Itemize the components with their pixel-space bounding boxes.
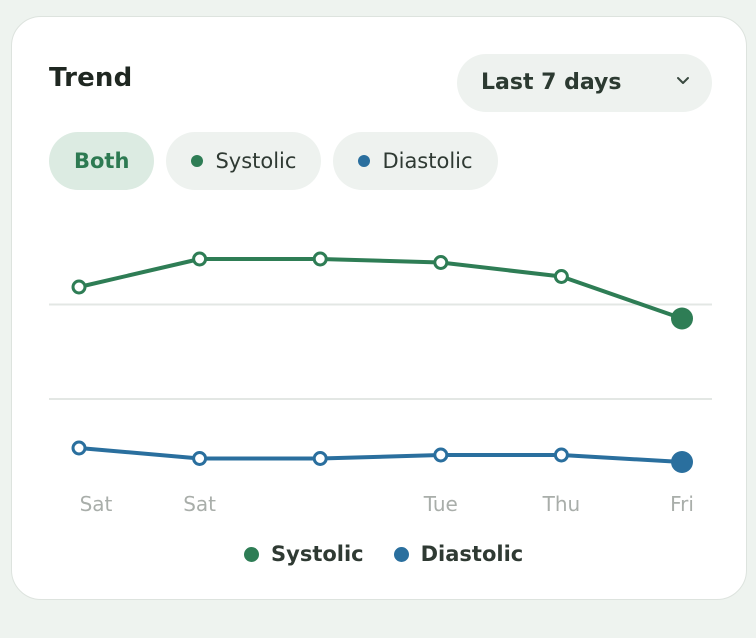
diastolic-data-point[interactable]	[71, 440, 87, 456]
systolic-series-line	[77, 257, 684, 321]
diastolic-data-point[interactable]	[433, 447, 449, 463]
systolic-data-point[interactable]	[71, 279, 87, 295]
diastolic-legend-dot-icon	[393, 546, 409, 562]
diastolic-data-point[interactable]	[671, 451, 693, 473]
systolic-data-point[interactable]	[553, 269, 569, 284]
series-filter-chips: Both Systolic Diastolic	[49, 132, 498, 190]
legend-item-diastolic: Diastolic	[393, 542, 524, 566]
x-tick-label: Sat	[80, 492, 113, 516]
diastolic-data-point[interactable]	[192, 451, 208, 466]
filter-chip-label: Both	[74, 149, 130, 173]
date-range-label: Last 7 days	[481, 70, 622, 95]
chevron-down-icon	[677, 77, 689, 84]
trend-line-chart: Sat Sat Tue Thu Fri	[49, 251, 712, 516]
trend-card: Trend Last 7 days Both Systolic Diastoli…	[11, 16, 747, 600]
chart-legend: Systolic Diastolic	[244, 542, 523, 566]
diastolic-dot-icon	[358, 155, 371, 167]
diastolic-series-line	[77, 446, 684, 464]
systolic-legend-dot-icon	[244, 546, 259, 562]
systolic-data-point[interactable]	[312, 251, 328, 267]
systolic-data-point[interactable]	[671, 307, 693, 330]
x-tick-label: Thu	[542, 492, 581, 516]
date-range-select[interactable]: Last 7 days	[457, 54, 712, 112]
filter-chip-both[interactable]: Both	[49, 132, 155, 190]
filter-chip-label: Diastolic	[382, 149, 473, 173]
legend-label: Systolic	[271, 542, 364, 566]
systolic-dot-icon	[191, 155, 204, 167]
systolic-data-point[interactable]	[192, 251, 208, 267]
x-tick-label: Fri	[670, 492, 694, 516]
filter-chip-diastolic[interactable]: Diastolic	[333, 132, 498, 190]
card-title: Trend	[49, 63, 133, 93]
x-tick-label: Tue	[423, 492, 458, 516]
filter-chip-label: Systolic	[215, 149, 297, 173]
diastolic-data-point[interactable]	[553, 447, 569, 463]
x-tick-label: Sat	[183, 492, 216, 516]
legend-item-systolic: Systolic	[244, 542, 364, 566]
filter-chip-systolic[interactable]: Systolic	[166, 132, 322, 190]
systolic-data-point[interactable]	[433, 255, 449, 270]
diastolic-data-point[interactable]	[312, 451, 328, 466]
legend-label: Diastolic	[420, 542, 524, 566]
